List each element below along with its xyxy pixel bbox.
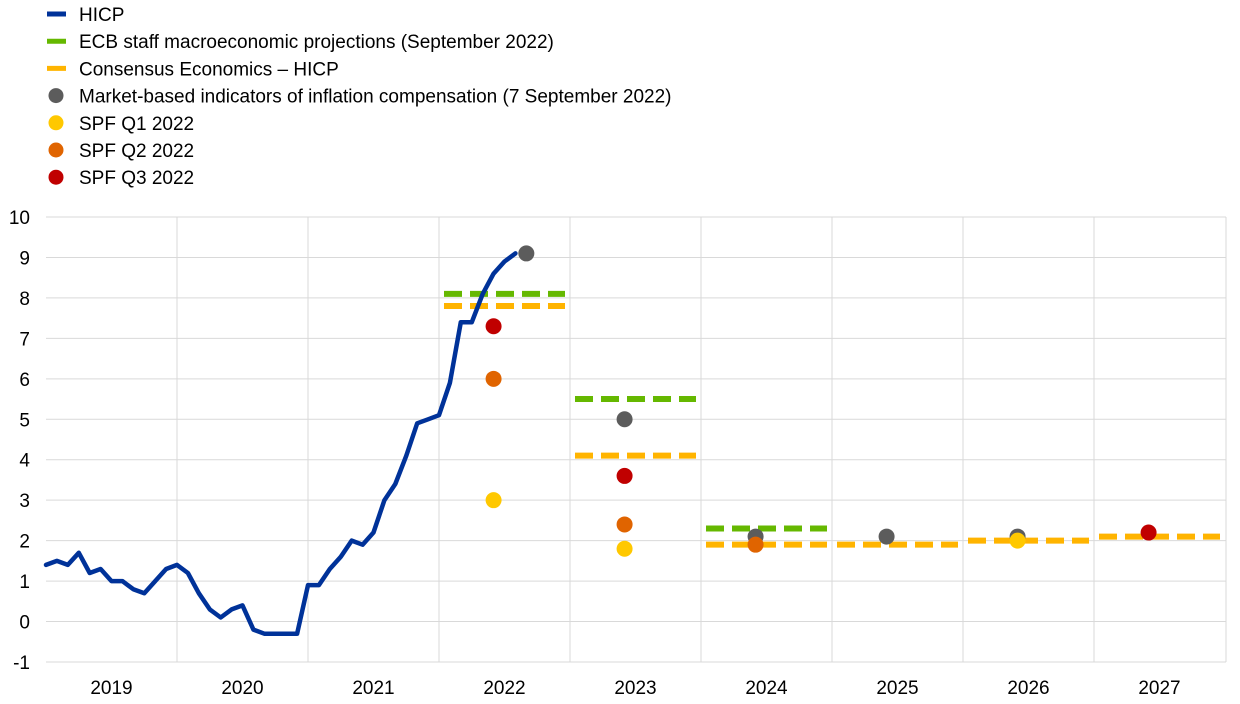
legend-spf-q2-2022-label: SPF Q2 2022 bbox=[79, 141, 194, 162]
marker-spf-q3-2022-2022-06 bbox=[485, 318, 502, 335]
y-tick-label: 6 bbox=[19, 370, 30, 391]
marker-market-based-indicators-of-inflation-compensation-7-september-2022-2023-06 bbox=[616, 411, 633, 428]
marker-spf-q2-2022-2022-06 bbox=[485, 370, 502, 387]
x-tick-label: 2027 bbox=[1138, 678, 1180, 699]
legend-spf-q3-2022-label: SPF Q3 2022 bbox=[79, 168, 194, 189]
y-tick-label: 5 bbox=[19, 410, 30, 431]
x-axis-ticks: 2019 2020 2021 2022 2023 2024 2025 2026 2027 bbox=[90, 678, 1180, 699]
x-tick-label: 2021 bbox=[352, 678, 394, 699]
x-tick-label: 2019 bbox=[90, 678, 132, 699]
marker-spf-q2-2022-2024-06 bbox=[747, 536, 764, 553]
y-tick-label: 3 bbox=[19, 491, 30, 512]
survey-markers bbox=[485, 245, 1157, 557]
marker-spf-q3-2022-2023-06 bbox=[616, 467, 633, 484]
legend-spf-q2-2022-swatch bbox=[48, 142, 64, 158]
legend-spf-q3-2022-swatch bbox=[48, 169, 64, 185]
marker-spf-q1-2022-2022-06 bbox=[485, 492, 502, 509]
y-tick-label: 2 bbox=[19, 532, 30, 553]
y-tick-label: 8 bbox=[19, 289, 30, 310]
marker-spf-q3-2022-2027-06 bbox=[1140, 524, 1157, 541]
x-tick-label: 2020 bbox=[221, 678, 263, 699]
projection-dashes bbox=[444, 290, 1220, 548]
y-tick-label: 7 bbox=[19, 329, 30, 350]
marker-spf-q1-2022-2023-06 bbox=[616, 540, 633, 557]
x-tick-label: 2025 bbox=[876, 678, 918, 699]
marker-spf-q1-2022-2026-06 bbox=[1009, 532, 1026, 549]
hicp-series bbox=[43, 251, 518, 636]
x-tick-label: 2023 bbox=[614, 678, 656, 699]
legend-spf-q1-2022-label: SPF Q1 2022 bbox=[79, 114, 194, 135]
legend: HICP ECB staff macroeconomic projections … bbox=[47, 5, 672, 189]
legend-ecb-staff-macroeconomic-projections-september-2022-label: ECB staff macroeconomic projections (Sep… bbox=[79, 32, 554, 53]
legend-hicp-label: HICP bbox=[79, 5, 124, 26]
gridlines bbox=[46, 216, 1227, 663]
y-tick-label: 0 bbox=[19, 613, 30, 634]
legend-spf-q1-2022-swatch bbox=[48, 115, 64, 131]
y-axis-ticks: -1 0 1 2 3 4 5 6 7 8 9 10 bbox=[9, 208, 31, 674]
x-tick-label: 2026 bbox=[1007, 678, 1049, 699]
y-tick-label: 4 bbox=[19, 451, 30, 472]
hicp-line bbox=[43, 251, 518, 636]
legend-consensus-economics-hicp-label: Consensus Economics – HICP bbox=[79, 59, 339, 80]
legend-market-based-indicators-of-inflation-compensation-7-september-2022-label: Market-based indicators of inflation com… bbox=[79, 87, 672, 108]
marker-market-based-indicators-of-inflation-compensation-7-september-2022-2025-06 bbox=[878, 528, 895, 545]
x-tick-label: 2024 bbox=[745, 678, 788, 699]
x-tick-label: 2022 bbox=[483, 678, 525, 699]
legend-market-based-indicators-of-inflation-compensation-7-september-2022-swatch bbox=[48, 88, 64, 104]
y-tick-label: 9 bbox=[19, 248, 30, 269]
y-tick-label: 10 bbox=[9, 208, 30, 229]
y-tick-label: 1 bbox=[19, 572, 30, 593]
y-tick-label: -1 bbox=[13, 653, 30, 674]
marker-market-based-indicators-of-inflation-compensation-7-september-2022-2022-09 bbox=[518, 245, 535, 262]
marker-spf-q2-2022-2023-06 bbox=[616, 516, 633, 533]
